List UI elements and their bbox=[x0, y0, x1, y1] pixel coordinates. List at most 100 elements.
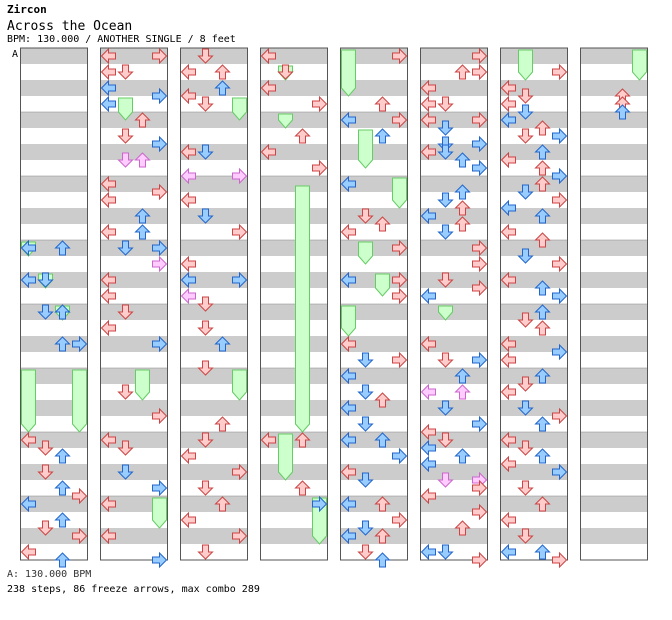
down-arrow bbox=[437, 400, 454, 416]
right-arrow bbox=[552, 127, 568, 145]
beat-stripe bbox=[340, 400, 408, 416]
chart-column bbox=[100, 47, 168, 561]
right-arrow bbox=[152, 335, 168, 353]
beat-stripe bbox=[100, 176, 168, 192]
beat-stripe bbox=[180, 176, 248, 192]
beat-stripe bbox=[260, 336, 328, 352]
right-arrow bbox=[312, 495, 328, 513]
chart-column bbox=[340, 47, 408, 561]
up-arrow bbox=[454, 384, 471, 400]
right-arrow bbox=[232, 527, 248, 545]
up-arrow bbox=[294, 128, 311, 144]
down-arrow bbox=[357, 416, 374, 432]
beat-stripe bbox=[500, 240, 568, 256]
left-arrow bbox=[100, 431, 116, 449]
left-arrow bbox=[180, 191, 196, 209]
chart-column bbox=[580, 47, 648, 561]
left-arrow bbox=[420, 487, 436, 505]
up-arrow bbox=[374, 392, 391, 408]
down-arrow bbox=[37, 520, 54, 536]
freeze-arrow bbox=[135, 369, 150, 401]
right-arrow bbox=[392, 351, 408, 369]
beat-stripe bbox=[500, 144, 568, 160]
beat-stripe bbox=[500, 432, 568, 448]
up-arrow bbox=[534, 448, 551, 464]
freeze-arrow bbox=[278, 113, 293, 129]
up-arrow bbox=[134, 224, 151, 240]
beat-stripe bbox=[580, 240, 648, 256]
left-arrow bbox=[500, 455, 516, 473]
chart-column bbox=[180, 47, 248, 561]
down-arrow bbox=[357, 208, 374, 224]
beat-stripe bbox=[20, 336, 88, 352]
up-arrow bbox=[534, 416, 551, 432]
beat-stripe bbox=[580, 48, 648, 64]
down-arrow bbox=[357, 520, 374, 536]
right-arrow bbox=[392, 239, 408, 257]
beat-stripe bbox=[580, 368, 648, 384]
left-arrow bbox=[500, 335, 516, 353]
beat-stripe bbox=[580, 208, 648, 224]
left-arrow bbox=[420, 455, 436, 473]
beat-stripe bbox=[260, 208, 328, 224]
beat-stripe bbox=[420, 304, 488, 320]
left-arrow bbox=[340, 495, 356, 513]
chart-meta: BPM: 130.000 / ANOTHER SINGLE / 8 feet bbox=[7, 34, 236, 45]
up-arrow bbox=[534, 320, 551, 336]
right-arrow bbox=[552, 343, 568, 361]
left-arrow bbox=[340, 463, 356, 481]
freeze-arrow bbox=[312, 497, 327, 545]
beat-stripe bbox=[420, 112, 488, 128]
right-arrow bbox=[232, 223, 248, 241]
beat-stripe bbox=[500, 272, 568, 288]
beat-stripe bbox=[420, 336, 488, 352]
down-arrow bbox=[197, 96, 214, 112]
beat-stripe bbox=[260, 144, 328, 160]
down-arrow bbox=[517, 376, 534, 392]
left-arrow bbox=[100, 191, 116, 209]
up-arrow bbox=[534, 144, 551, 160]
beat-stripe bbox=[420, 208, 488, 224]
up-arrow bbox=[54, 552, 71, 568]
up-arrow bbox=[374, 216, 391, 232]
down-arrow bbox=[357, 384, 374, 400]
beat-stripe bbox=[420, 432, 488, 448]
down-arrow bbox=[437, 224, 454, 240]
beat-stripe bbox=[180, 496, 248, 512]
beat-stripe bbox=[20, 240, 88, 256]
beat-stripe bbox=[20, 496, 88, 512]
freeze-arrow bbox=[295, 185, 310, 433]
down-arrow bbox=[517, 312, 534, 328]
up-arrow bbox=[534, 232, 551, 248]
left-arrow bbox=[180, 143, 196, 161]
left-arrow bbox=[500, 543, 516, 561]
freeze-arrow bbox=[358, 241, 373, 265]
left-arrow bbox=[420, 95, 436, 113]
right-arrow bbox=[232, 167, 248, 185]
up-arrow bbox=[534, 496, 551, 512]
beat-stripe bbox=[180, 528, 248, 544]
freeze-arrow bbox=[278, 433, 293, 481]
left-arrow bbox=[180, 87, 196, 105]
down-arrow bbox=[37, 464, 54, 480]
down-arrow bbox=[197, 360, 214, 376]
right-arrow bbox=[472, 479, 488, 497]
beat-stripe bbox=[420, 48, 488, 64]
beat-stripe bbox=[20, 176, 88, 192]
beat-stripe bbox=[20, 272, 88, 288]
beat-stripe bbox=[340, 464, 408, 480]
up-arrow bbox=[454, 520, 471, 536]
right-arrow bbox=[472, 351, 488, 369]
left-arrow bbox=[260, 47, 276, 65]
freeze-arrow bbox=[518, 49, 533, 81]
beat-stripe bbox=[180, 144, 248, 160]
freeze-arrow bbox=[632, 49, 647, 81]
beat-stripe bbox=[500, 400, 568, 416]
chart-stats: 238 steps, 86 freeze arrows, max combo 2… bbox=[7, 584, 260, 595]
up-arrow bbox=[214, 416, 231, 432]
left-arrow bbox=[500, 351, 516, 369]
right-arrow bbox=[152, 255, 168, 273]
freeze-arrow bbox=[392, 177, 407, 209]
beat-stripe bbox=[420, 400, 488, 416]
beat-stripe bbox=[100, 208, 168, 224]
